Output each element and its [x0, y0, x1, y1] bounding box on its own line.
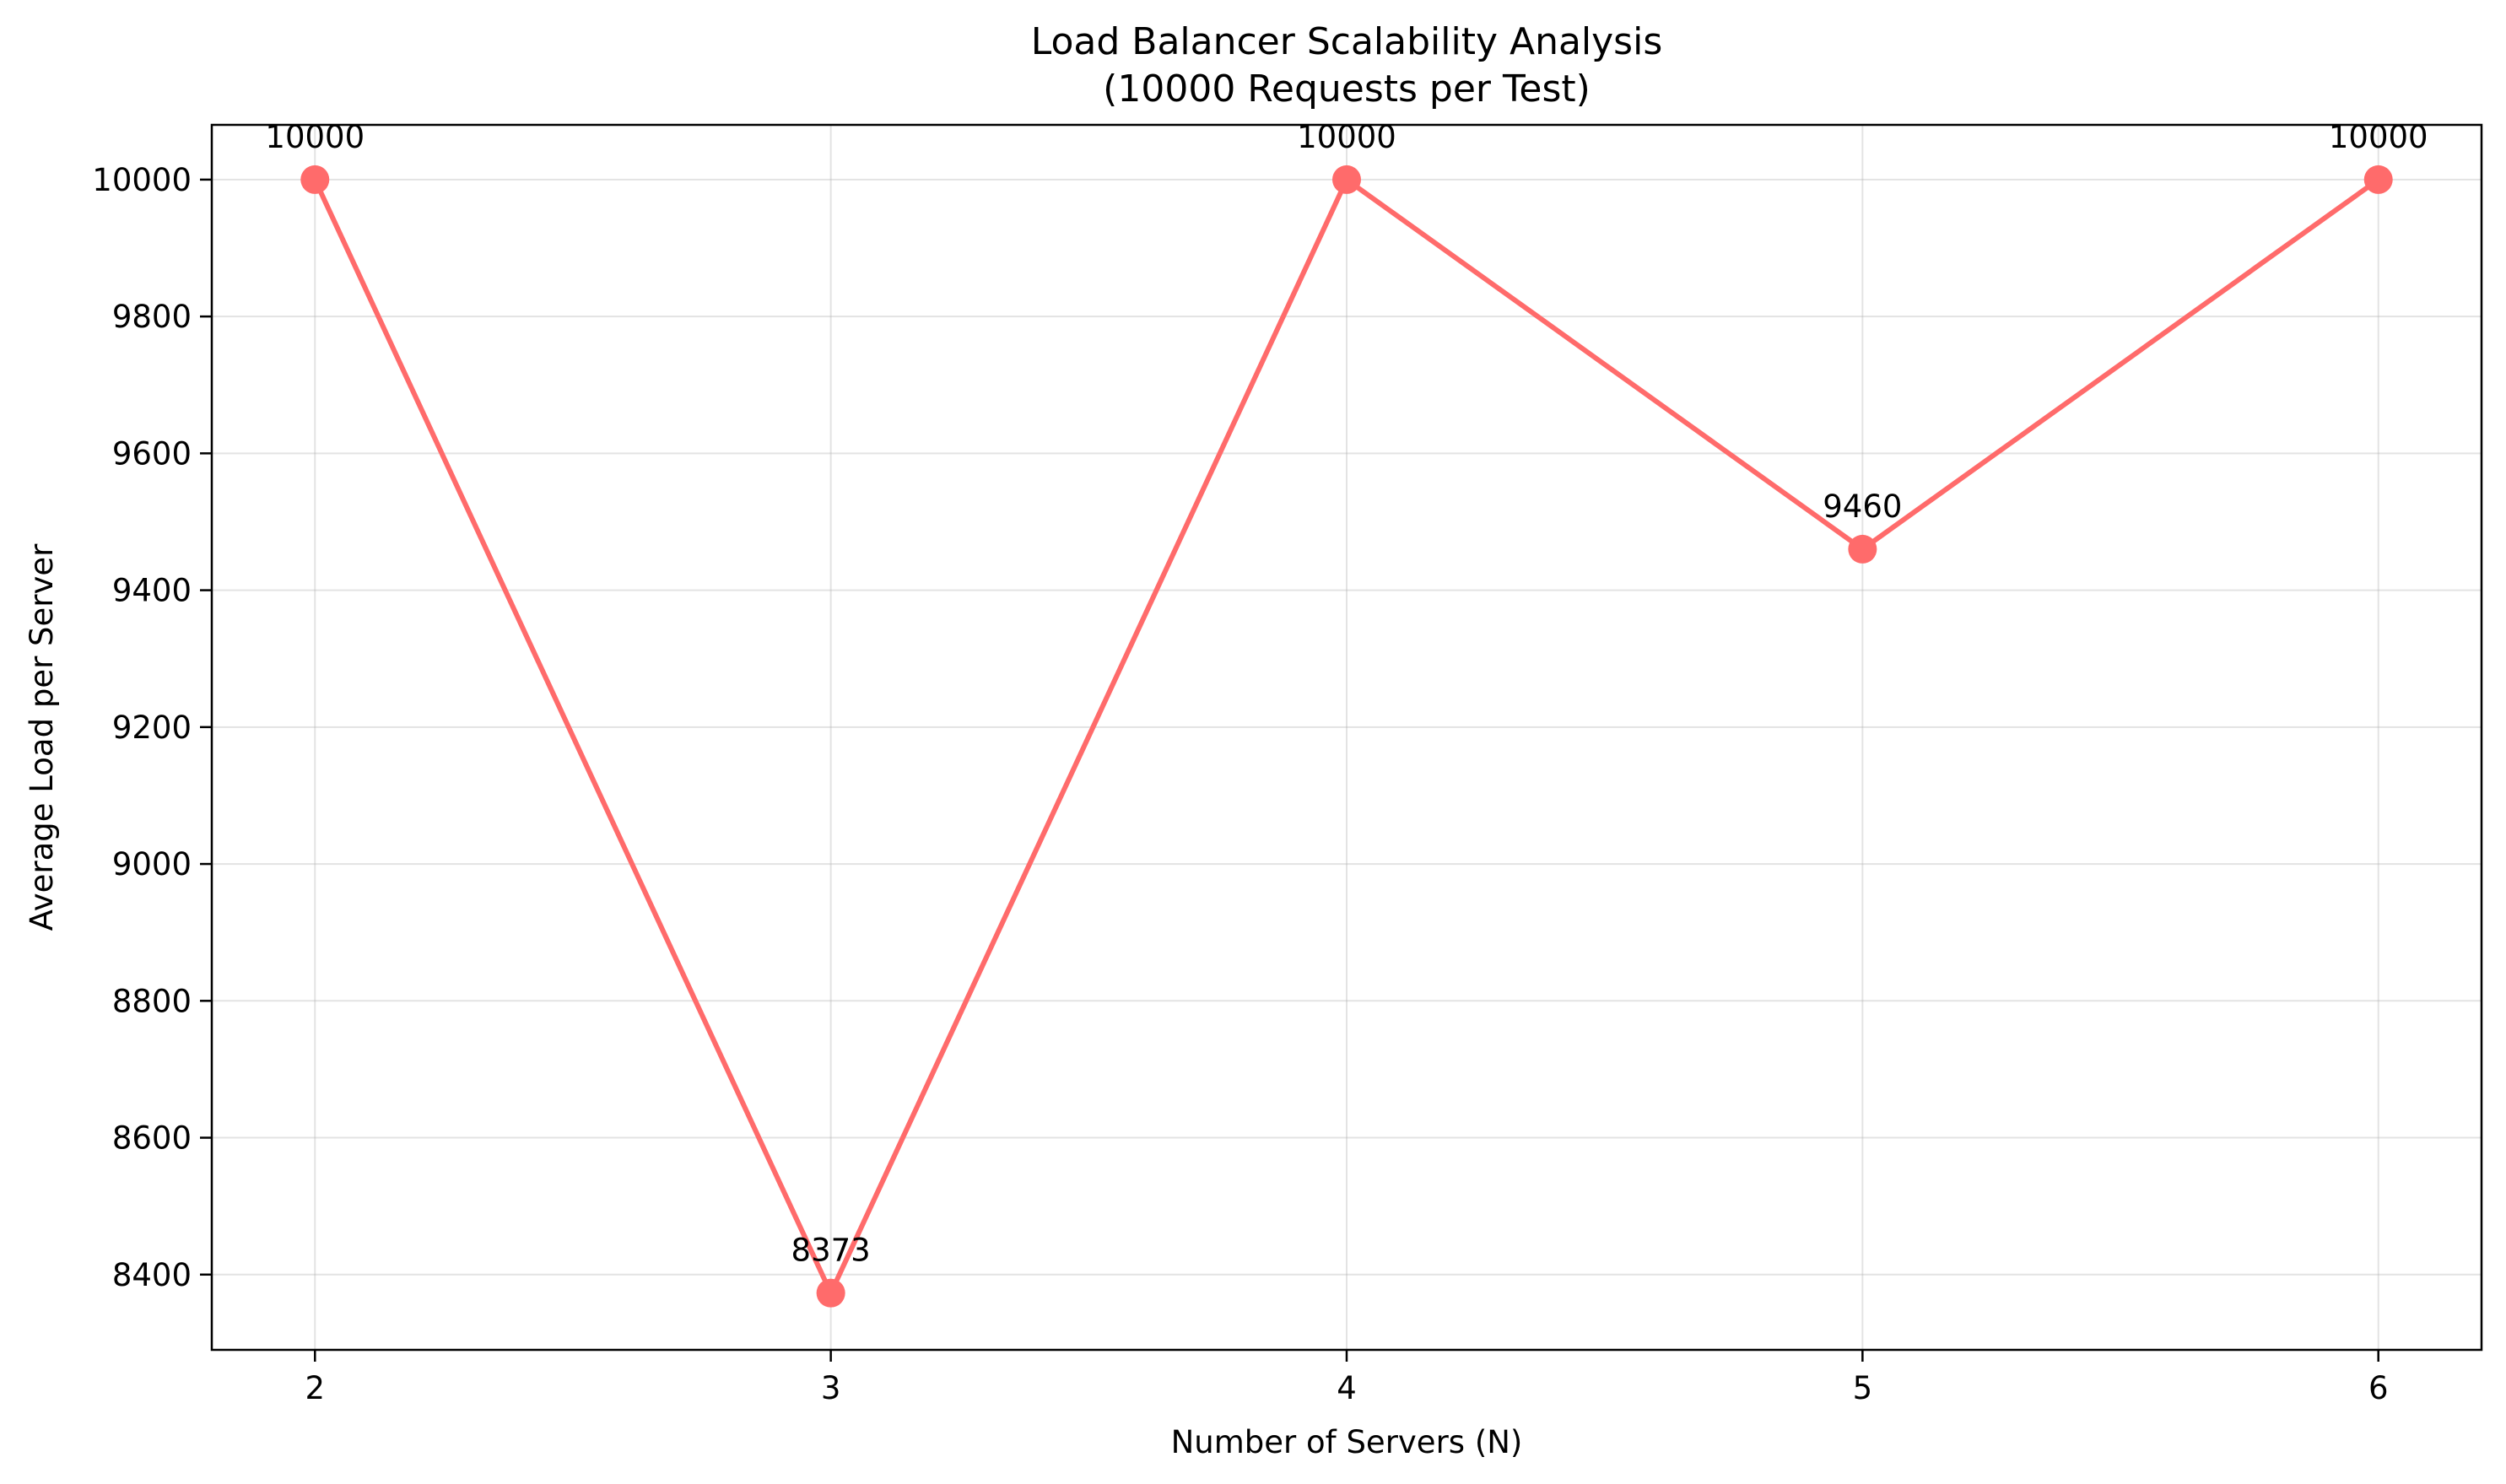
data-label: 10000 — [2329, 119, 2428, 155]
x-tick-label: 2 — [305, 1370, 325, 1406]
y-tick-label: 9200 — [112, 710, 192, 746]
y-tick-label: 8400 — [112, 1257, 192, 1293]
x-tick-label: 6 — [2368, 1370, 2389, 1406]
data-point — [1848, 534, 1877, 564]
x-axis: 2 3 4 5 6 — [305, 1350, 2389, 1406]
data-point — [816, 1278, 845, 1308]
chart-subtitle: (10000 Requests per Test) — [1103, 67, 1591, 111]
x-tick-label: 3 — [821, 1370, 841, 1406]
data-point — [300, 165, 330, 194]
data-point — [2363, 165, 2393, 194]
data-label: 9460 — [1823, 488, 1902, 525]
y-tick-label: 9400 — [112, 573, 192, 609]
y-tick-label: 8600 — [112, 1120, 192, 1157]
y-tick-label: 9000 — [112, 846, 192, 882]
data-point — [1332, 165, 1361, 194]
y-tick-label: 10000 — [92, 162, 192, 198]
series-group — [300, 165, 2393, 1308]
data-label: 8373 — [791, 1233, 871, 1269]
x-tick-label: 4 — [1337, 1370, 1357, 1406]
y-tick-label: 9800 — [112, 299, 192, 335]
data-labels: 10000 8373 10000 9460 10000 — [265, 119, 2428, 1269]
y-axis: 8400 8600 8800 9000 9200 9400 9600 9800 10000 — [92, 162, 212, 1293]
y-axis-label: Average Load per Server — [24, 543, 60, 931]
y-tick-label: 8800 — [112, 983, 192, 1019]
data-label: 10000 — [1297, 119, 1396, 155]
y-tick-label: 9600 — [112, 435, 192, 472]
chart-title: Load Balancer Scalability Analysis — [1031, 20, 1663, 63]
x-axis-label: Number of Servers (N) — [1171, 1424, 1523, 1460]
data-label: 10000 — [265, 119, 365, 155]
x-tick-label: 5 — [1853, 1370, 1873, 1406]
